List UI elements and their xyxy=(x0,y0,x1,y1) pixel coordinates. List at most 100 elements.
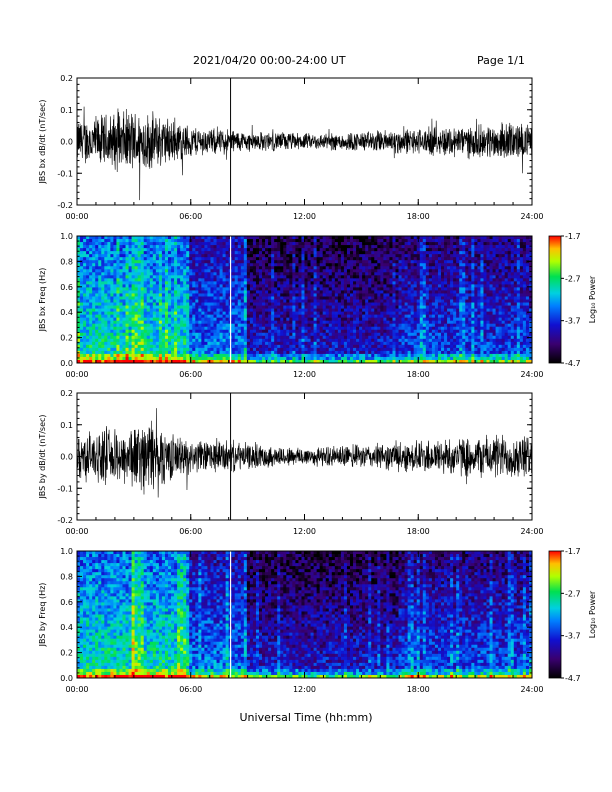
spectrogram-cell xyxy=(231,308,236,312)
spectrogram-cell xyxy=(346,341,351,346)
spectrogram-cell xyxy=(143,236,148,240)
spectrogram-cell xyxy=(392,254,396,258)
spectrogram-cell xyxy=(407,281,412,285)
spectrogram-cell xyxy=(204,302,208,306)
spectrogram-cell xyxy=(268,332,272,337)
spectrogram-cell xyxy=(371,317,375,322)
spectrogram-cell xyxy=(146,302,151,306)
spectrogram-cell xyxy=(255,356,260,361)
spectrogram-cell xyxy=(353,356,357,361)
spectrogram-cell xyxy=(164,299,169,303)
spectrogram-cell xyxy=(380,302,384,306)
spectrogram-cell xyxy=(371,257,375,261)
spectrogram-cell xyxy=(386,260,390,264)
spectrogram-cell xyxy=(92,317,96,322)
spectrogram-cell xyxy=(89,245,93,249)
spectrogram-cell xyxy=(350,347,354,352)
spectrogram-cell xyxy=(128,332,132,337)
spectrogram-cell xyxy=(304,359,308,363)
spectrogram-cell xyxy=(395,314,399,319)
spectrogram-cell xyxy=(425,341,430,346)
spectrogram-cell xyxy=(77,332,81,337)
spectrogram-cell xyxy=(134,302,139,306)
spectrogram-cell xyxy=(331,263,336,267)
spectrogram-cell xyxy=(198,323,202,328)
spectrogram-cell xyxy=(380,269,384,273)
spectrogram-cell xyxy=(304,272,308,276)
spectrogram-cell xyxy=(216,236,220,240)
spectrogram-cell xyxy=(280,359,284,363)
spectrogram-cell xyxy=(368,317,372,322)
spectrogram-cell xyxy=(368,305,372,309)
spectrogram-cell xyxy=(310,302,314,306)
spectrogram-cell xyxy=(180,344,184,349)
spectrogram-cell xyxy=(158,296,163,300)
spectrogram-cell xyxy=(180,290,184,294)
spectrogram-cell xyxy=(422,290,427,294)
spectrogram-cell xyxy=(340,236,345,240)
spectrogram-cell xyxy=(340,245,345,249)
spectrogram-cell xyxy=(252,290,257,294)
spectrogram-cell xyxy=(377,347,381,352)
spectrogram-cell xyxy=(289,278,293,282)
spectrogram-cell xyxy=(301,353,305,358)
spectrogram-cell xyxy=(80,248,84,252)
spectrogram-cell xyxy=(192,299,196,303)
spectrogram-cell xyxy=(283,281,287,285)
spectrogram-cell xyxy=(107,242,111,246)
spectrogram-cell xyxy=(374,314,378,319)
spectrogram-cell xyxy=(419,248,424,252)
spectrogram-cell xyxy=(231,341,236,346)
spectrogram-cell xyxy=(122,263,126,267)
spectrogram-cell xyxy=(283,326,287,331)
spectrogram-cell xyxy=(313,344,318,349)
spectrogram-cell xyxy=(271,239,275,243)
spectrogram-cell xyxy=(359,359,363,363)
spectrogram-cell xyxy=(371,347,375,352)
spectrogram-cell xyxy=(304,248,308,252)
spectrogram-cell xyxy=(362,260,366,264)
spectrogram-cell xyxy=(149,302,154,306)
spectrogram-cell xyxy=(340,341,345,346)
spectrogram-cell xyxy=(286,245,290,249)
spectrogram-cell xyxy=(216,296,220,300)
spectrogram-cell xyxy=(301,248,305,252)
spectrogram-cell xyxy=(134,287,139,291)
spectrogram-cell xyxy=(207,326,211,331)
spectrogram-cell xyxy=(271,278,275,282)
spectrogram-cell xyxy=(240,272,245,276)
spectrogram-cell xyxy=(362,311,366,316)
spectrogram-cell xyxy=(110,275,114,279)
spectrogram-cell xyxy=(371,260,375,264)
spectrogram-cell xyxy=(313,284,318,288)
spectrogram-cell xyxy=(177,236,181,240)
spectrogram-cell xyxy=(383,353,387,358)
spectrogram-cell xyxy=(286,314,290,319)
spectrogram-cell xyxy=(331,248,336,252)
spectrogram-cell xyxy=(392,317,396,322)
spectrogram-cell xyxy=(410,299,415,303)
spectrogram-cell xyxy=(152,350,157,355)
spectrogram-cell xyxy=(334,326,339,331)
spectrogram-cell xyxy=(322,341,327,346)
spectrogram-cell xyxy=(295,338,299,343)
spectrogram-cell xyxy=(410,248,415,252)
spectrogram-cell xyxy=(295,332,299,337)
spectrogram-cell xyxy=(346,311,351,316)
spectrogram-cell xyxy=(392,326,396,331)
spectrogram-cell xyxy=(298,335,302,340)
spectrogram-cell xyxy=(171,311,175,316)
spectrogram-cell xyxy=(249,239,254,243)
spectrogram-cell xyxy=(216,287,220,291)
spectrogram-cell xyxy=(210,275,214,279)
spectrogram-cell xyxy=(398,245,402,249)
spectrogram-cell xyxy=(222,317,227,322)
spectrogram-cell xyxy=(283,293,287,297)
spectrogram-cell xyxy=(328,314,333,319)
spectrogram-cell xyxy=(304,269,308,273)
spectrogram-cell xyxy=(161,263,166,267)
spectrogram-cell xyxy=(262,311,266,316)
spectrogram-cell xyxy=(316,260,321,264)
spectrogram-cell xyxy=(334,269,339,273)
spectrogram-cell xyxy=(340,344,345,349)
